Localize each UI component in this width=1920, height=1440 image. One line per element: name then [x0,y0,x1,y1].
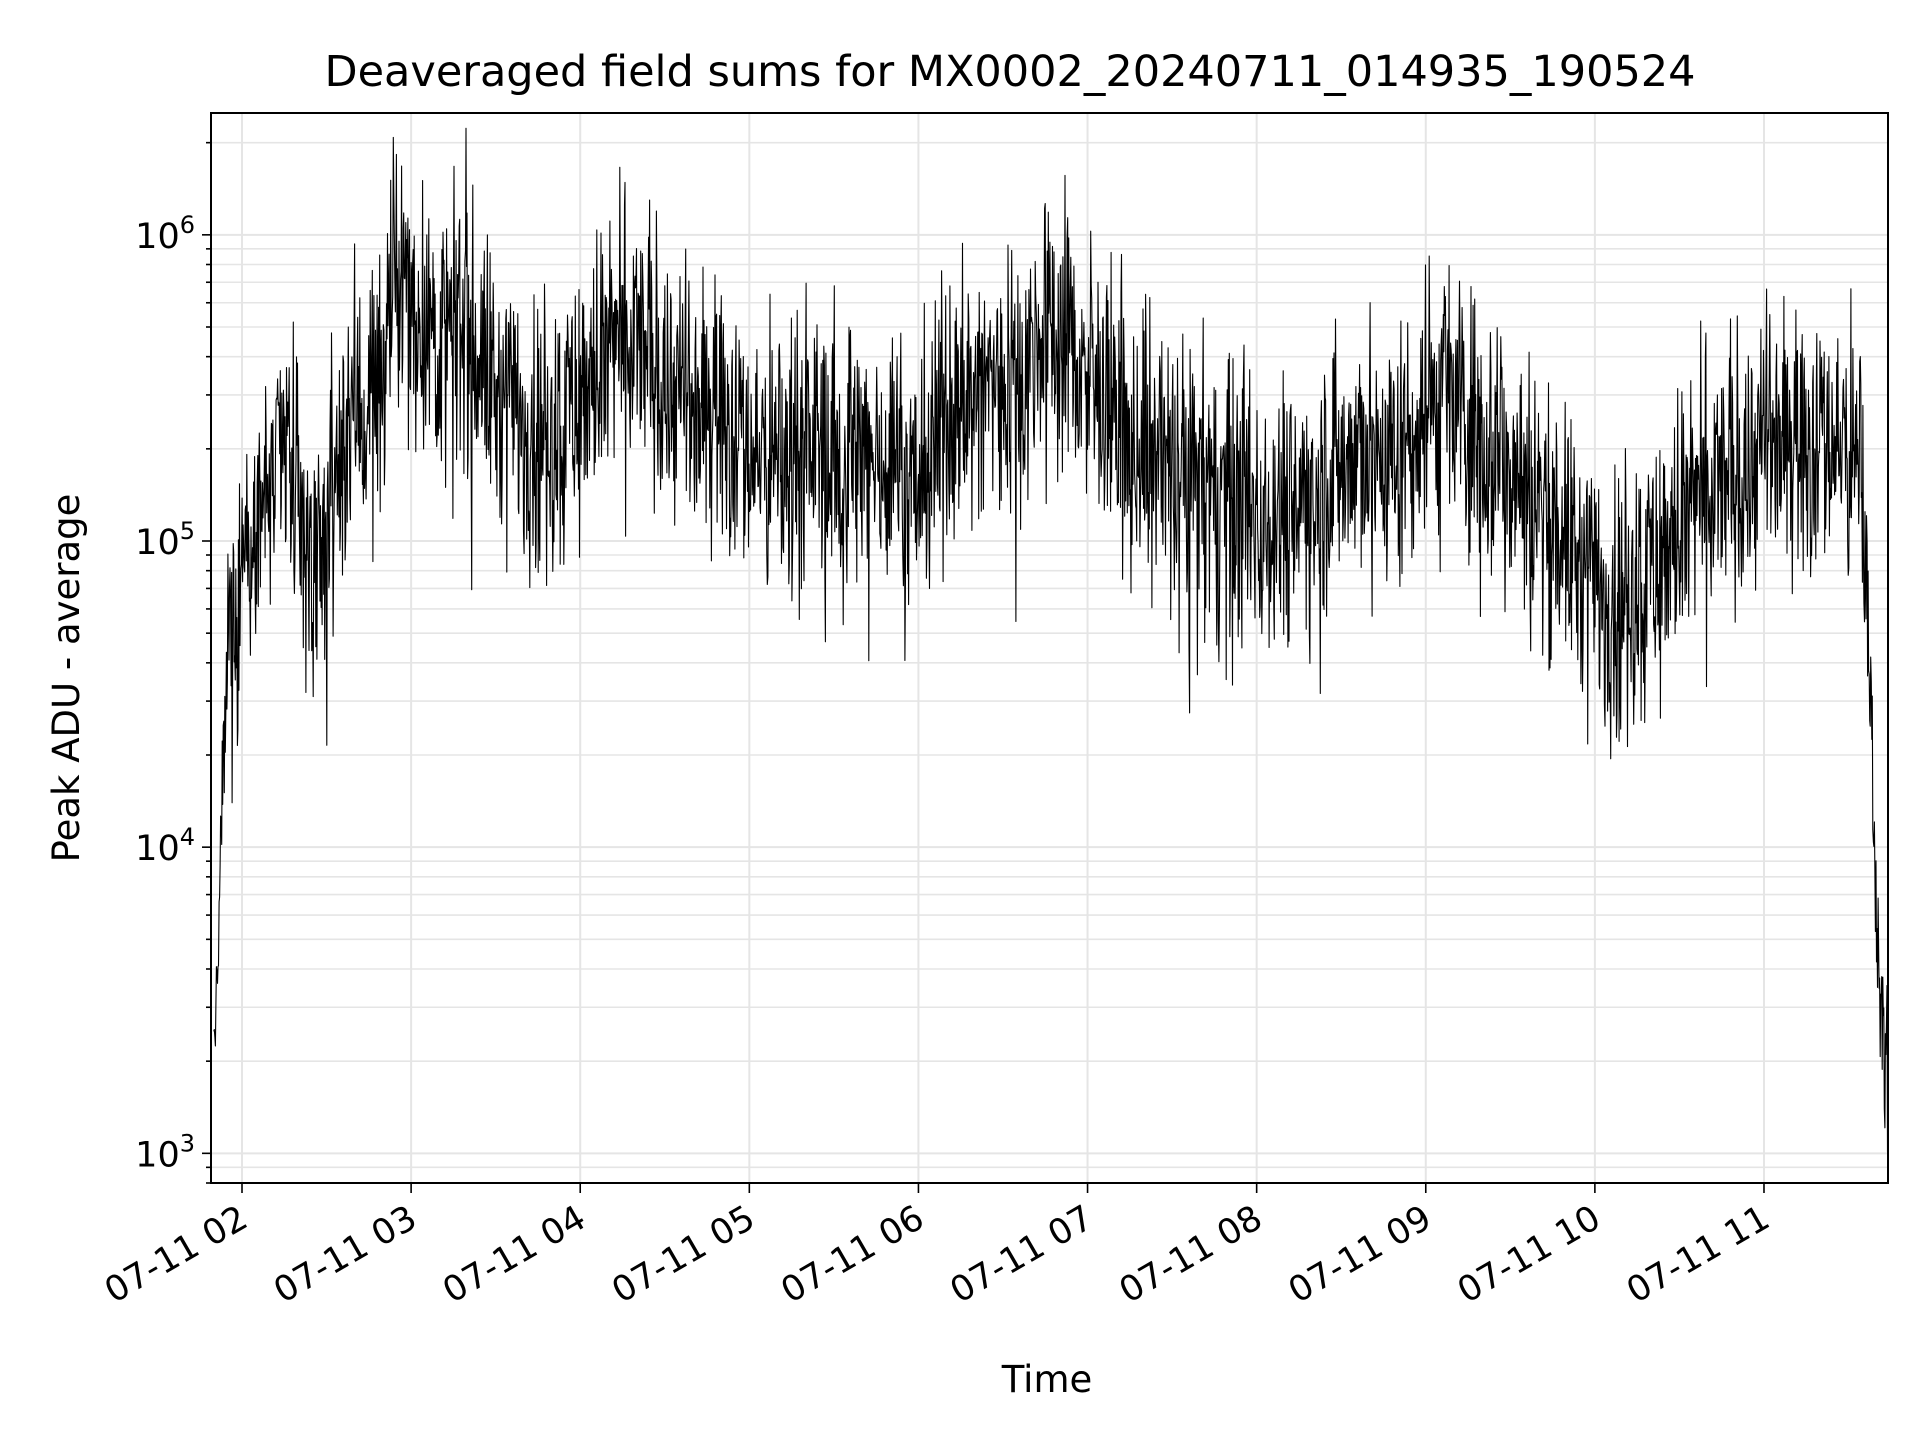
x-tick-label: 07-11 03 [267,1198,423,1311]
x-tick-label: 07-11 11 [1620,1198,1776,1311]
y-tick-label: 106 [135,211,195,257]
y-tick-label: 104 [135,823,195,869]
x-tick-label: 07-11 06 [775,1198,931,1311]
x-tick-label: 07-11 08 [1113,1198,1269,1311]
plot-frame [210,112,1889,1184]
x-tick-label: 07-11 07 [944,1198,1100,1311]
y-axis: 103 104 105 106 [135,141,211,1184]
x-axis: 07-11 02 07-11 03 07-11 04 07-11 05 07-11 06… [98,1183,1776,1311]
series-layer [213,127,1889,1153]
y-axis-label: Peak ADU - average [45,494,88,863]
x-tick-label: 07-11 05 [606,1198,762,1311]
y-gridlines [211,141,1888,1184]
x-tick-label: 07-11 04 [436,1198,592,1311]
x-tick-label: 07-11 09 [1282,1198,1438,1311]
y-tick-label: 105 [135,517,195,563]
y-tick-label: 103 [135,1129,195,1175]
x-axis-label: Time [1001,1358,1093,1401]
series-line [213,127,1889,1153]
x-tick-label: 07-11 02 [98,1198,254,1311]
x-gridlines [241,113,1765,1183]
chart-title: Deaveraged field sums for MX0002_2024071… [324,47,1695,97]
x-tick-label: 07-11 10 [1451,1198,1607,1311]
